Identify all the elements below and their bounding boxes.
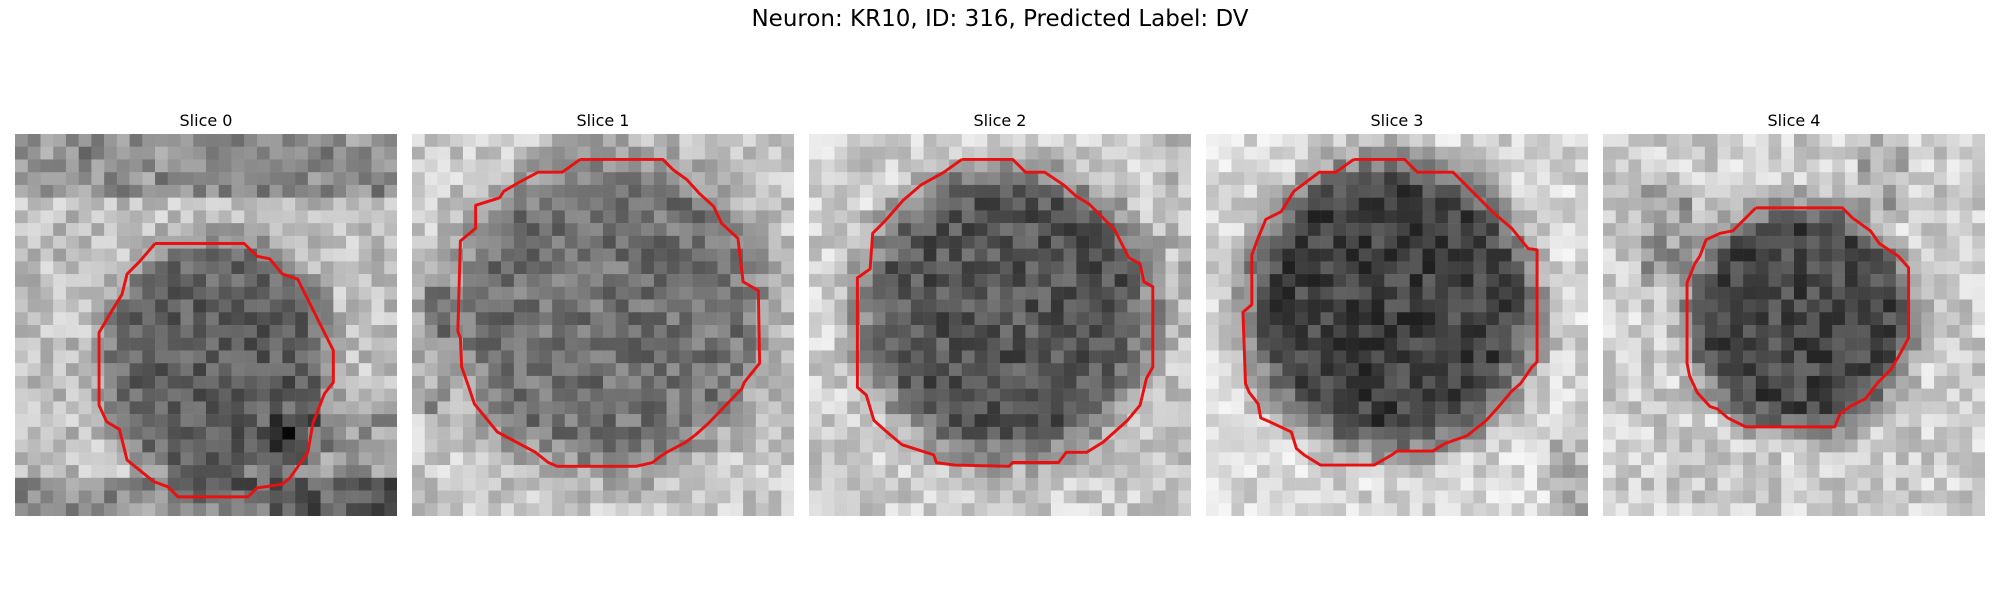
slice-panel-3: Slice 3 [1206,110,1588,516]
slice-pixels-0 [15,134,397,516]
slice-title-2: Slice 2 [973,111,1027,130]
slice-panel-0: Slice 0 [15,110,397,516]
slice-image-2 [809,134,1191,516]
roi-outline-2 [855,158,1155,468]
roi-outline-3 [1241,158,1539,467]
slice-panel-4: Slice 4 [1603,110,1985,516]
slice-title-0: Slice 0 [179,111,233,130]
slice-title-3: Slice 3 [1370,111,1424,130]
slice-pixels-2 [809,134,1191,516]
slice-panel-2: Slice 2 [809,110,1191,516]
slice-pixels-3 [1206,134,1588,516]
slice-image-1 [412,134,794,516]
slice-image-4 [1603,134,1985,516]
slice-title-4: Slice 4 [1767,111,1821,130]
slice-panel-1: Slice 1 [412,110,794,516]
slice-image-3 [1206,134,1588,516]
roi-outline-1 [456,158,762,468]
slice-title-1: Slice 1 [576,111,630,130]
figure-title: Neuron: KR10, ID: 316, Predicted Label: … [751,6,1249,32]
slice-pixels-1 [412,134,794,516]
slice-image-0 [15,134,397,516]
slice-pixels-4 [1603,134,1985,516]
roi-outline-0 [97,242,335,499]
roi-outline-4 [1685,206,1911,429]
